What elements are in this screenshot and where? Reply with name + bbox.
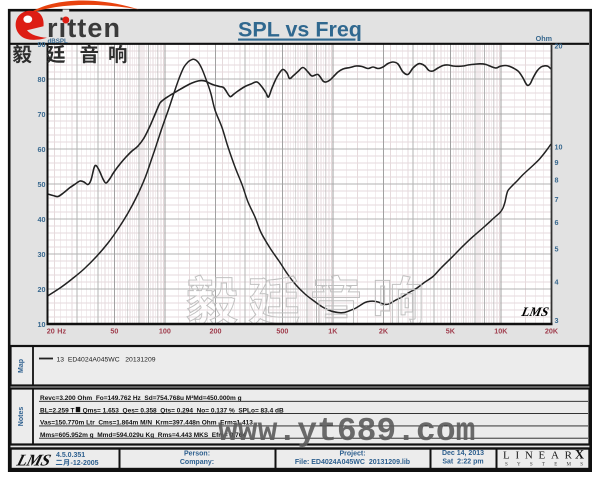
svg-text:20: 20: [38, 285, 46, 294]
svg-text:Vas=150.770m Ltr Cms=1.864m M: Vas=150.770m Ltr Cms=1.864m M/N Krm=397.…: [40, 420, 253, 427]
svg-text:5: 5: [555, 245, 559, 254]
svg-text:Qms= 1.653 Qes= 0.358 Qts= 0: Qms= 1.653 Qes= 0.358 Qts= 0.294 No= 0.1…: [83, 407, 284, 414]
svg-text:Mms=605.952m g Mmd=594.029u K: Mms=605.952m g Mmd=594.029u Kg Rms=4.443…: [40, 432, 246, 439]
svg-text:40: 40: [38, 215, 46, 224]
svg-text:Revc=3.200 Ohm Fo=149.762 Hz: Revc=3.200 Ohm Fo=149.762 Hz Sd=754.768u…: [40, 395, 242, 402]
svg-text:Sat 2:22 pm: Sat 2:22 pm: [442, 459, 483, 466]
svg-text:20: 20: [47, 326, 55, 335]
svg-text:10K: 10K: [494, 326, 508, 335]
svg-text:-12-2005: -12-2005: [71, 460, 99, 467]
svg-text:6: 6: [555, 218, 559, 227]
svg-text:8: 8: [555, 175, 559, 184]
svg-text:7: 7: [555, 195, 559, 204]
svg-text:Company:: Company:: [180, 459, 214, 466]
svg-text:100: 100: [159, 326, 171, 335]
svg-text:Dec 14, 2013: Dec 14, 2013: [442, 450, 484, 457]
svg-text:SPL vs Freq: SPL vs Freq: [238, 18, 362, 42]
svg-text:LMS: LMS: [519, 304, 550, 319]
svg-text:1K: 1K: [328, 326, 338, 335]
svg-text:30: 30: [38, 250, 46, 259]
svg-text:File: ED4024A045WC 20131209.l: File: ED4024A045WC 20131209.lib: [295, 459, 410, 466]
svg-text:4: 4: [555, 278, 559, 287]
svg-text:20: 20: [555, 41, 563, 50]
svg-text:80: 80: [38, 75, 46, 84]
svg-text:10: 10: [38, 320, 46, 329]
svg-text:70: 70: [38, 110, 46, 119]
svg-text:dBSPL: dBSPL: [48, 38, 69, 45]
svg-text:20K: 20K: [545, 326, 559, 335]
svg-text:3: 3: [555, 316, 559, 325]
svg-text:Notes: Notes: [18, 407, 25, 427]
svg-text:50: 50: [38, 180, 46, 189]
svg-text:2K: 2K: [379, 326, 389, 335]
svg-text:www.yt689.com: www.yt689.com: [218, 413, 475, 450]
svg-text:9: 9: [555, 158, 559, 167]
svg-text:SYSTEMS: SYSTEMS: [505, 462, 583, 467]
svg-text:90: 90: [38, 40, 46, 49]
svg-text:LMS: LMS: [14, 451, 53, 470]
svg-text:ritten: ritten: [47, 13, 121, 43]
svg-text:BL=2.259 T: BL=2.259 T: [40, 407, 75, 414]
svg-text:Map: Map: [18, 359, 25, 373]
svg-text:Person:: Person:: [184, 451, 210, 458]
svg-text:200: 200: [210, 326, 222, 335]
svg-text:Ohm: Ohm: [536, 34, 552, 43]
svg-text:500: 500: [276, 326, 288, 335]
svg-text:50: 50: [110, 326, 118, 335]
svg-text:60: 60: [38, 145, 46, 154]
svg-text:Hz: Hz: [57, 326, 66, 335]
svg-text:Project:: Project:: [339, 451, 365, 458]
svg-text:5K: 5K: [446, 326, 456, 335]
svg-text:13 ED4024A045WC 20131209: 13 ED4024A045WC 20131209: [57, 356, 156, 363]
svg-text:4.5.0.351: 4.5.0.351: [56, 452, 85, 459]
svg-text:10: 10: [555, 142, 563, 151]
svg-text:X: X: [575, 448, 584, 462]
